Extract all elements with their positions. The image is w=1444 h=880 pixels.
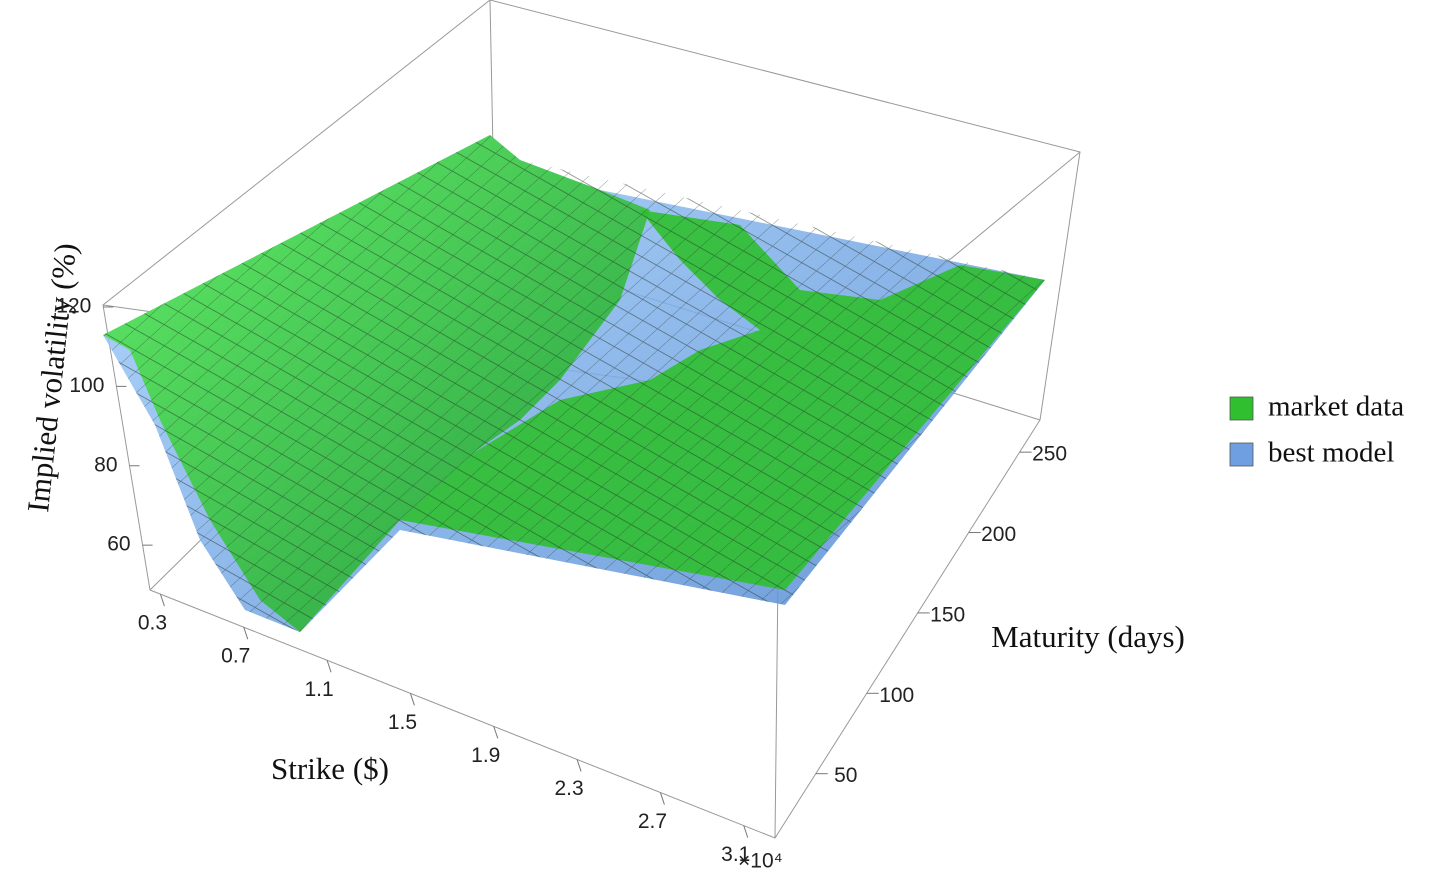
x-tick <box>243 627 249 640</box>
y-tick-label: 100 <box>879 684 914 707</box>
x-tick-label: 3.1 <box>721 843 750 866</box>
x-tick-label: 1.1 <box>304 678 333 701</box>
x-tick-label: 2.3 <box>554 777 583 800</box>
legend-label: market data <box>1268 391 1404 423</box>
x-tick-label: 2.7 <box>638 810 667 833</box>
legend-swatch <box>1229 396 1254 421</box>
z-tick-label: 100 <box>69 374 104 397</box>
y-tick-label: 250 <box>1032 443 1067 466</box>
z-tick-label: 120 <box>56 295 91 318</box>
x-tick <box>576 759 582 772</box>
x-tick-label: 0.3 <box>138 612 167 635</box>
z-tick-label: 80 <box>94 453 117 476</box>
x-tick <box>159 593 165 607</box>
legend-label: best model <box>1268 437 1394 469</box>
x-tick <box>409 693 415 706</box>
legend-swatch <box>1229 442 1254 467</box>
y-tick-label: 200 <box>981 523 1016 546</box>
x-tick-label: 0.7 <box>221 645 250 668</box>
x-tick <box>743 825 749 838</box>
x-tick-label: 1.9 <box>471 744 500 767</box>
surface <box>103 135 1045 632</box>
x-tick-label: 1.5 <box>388 711 417 734</box>
y-axis-title: Maturity (days) <box>991 619 1185 654</box>
x-tick <box>493 726 499 739</box>
x-axis-title: Strike ($) <box>271 751 389 786</box>
z-tick-label: 60 <box>107 533 130 556</box>
y-tick-label: 50 <box>834 764 857 787</box>
x-multiplier: ×10⁴ <box>738 850 783 873</box>
x-tick <box>326 660 332 673</box>
x-tick <box>659 792 665 805</box>
y-tick-label: 150 <box>930 603 965 626</box>
